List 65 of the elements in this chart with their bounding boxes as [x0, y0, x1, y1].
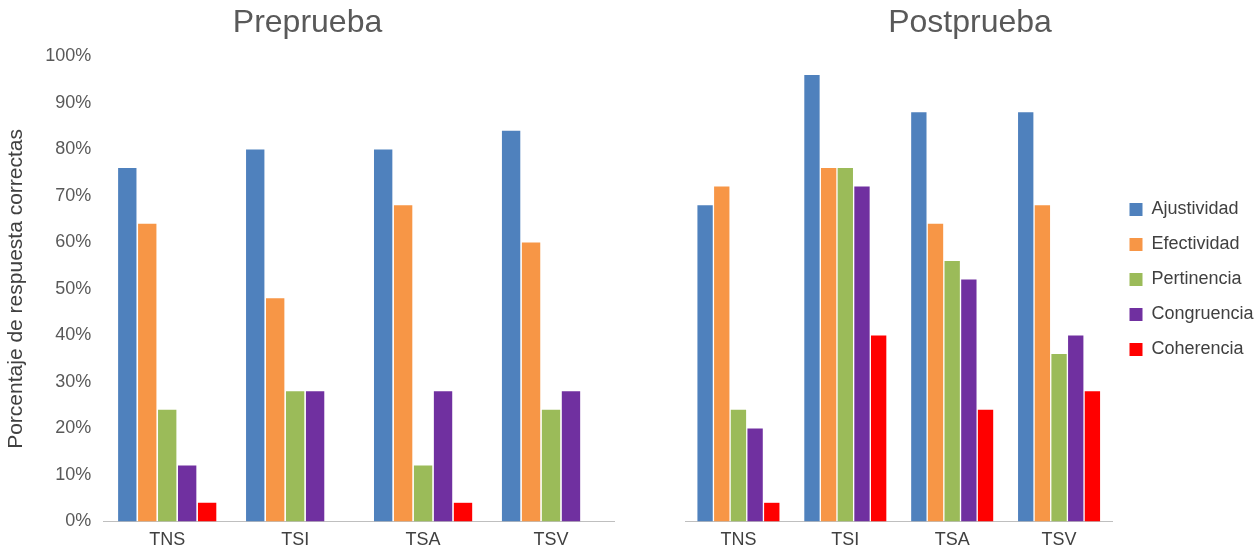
- bar: [854, 186, 870, 522]
- bar: [944, 261, 960, 522]
- x-tick-label: TSA: [405, 529, 441, 550]
- bar: [453, 502, 473, 522]
- y-axis-title: Porcentaje de respuesta correctas: [3, 128, 27, 449]
- bar: [804, 75, 820, 522]
- bar: [961, 279, 977, 522]
- bar: [521, 242, 541, 522]
- y-tick-label: 90%: [55, 91, 92, 112]
- x-tick-label: TNS: [720, 529, 757, 550]
- legend-label: Pertinencia: [1151, 268, 1243, 289]
- chart-title: Postprueba: [888, 3, 1053, 40]
- x-tick-label: TSI: [281, 529, 310, 550]
- bar: [870, 335, 887, 522]
- bar: [977, 409, 994, 522]
- x-tick-label: TSA: [934, 529, 970, 550]
- bar: [747, 428, 763, 522]
- y-tick-label: 0%: [65, 510, 92, 531]
- y-tick-label: 50%: [55, 277, 92, 298]
- y-tick-label: 60%: [55, 231, 92, 252]
- bar: [433, 391, 453, 522]
- y-tick-label: 30%: [55, 370, 92, 391]
- y-tick-label: 80%: [55, 138, 92, 159]
- bar: [1084, 391, 1101, 522]
- bar: [138, 223, 157, 522]
- bar: [820, 168, 837, 522]
- bar: [1051, 354, 1067, 522]
- bar: [501, 130, 521, 522]
- y-tick-label: 40%: [55, 324, 92, 345]
- bar: [285, 391, 305, 522]
- bar: [266, 298, 285, 522]
- bar: [837, 168, 853, 522]
- bar: [541, 409, 561, 522]
- bar: [730, 409, 747, 522]
- bar: [714, 186, 730, 522]
- bar: [1068, 335, 1084, 522]
- legend-label: Congruencia: [1151, 303, 1255, 324]
- bar: [158, 409, 177, 522]
- x-tick-label: TSV: [533, 529, 569, 550]
- x-tick-label: TSI: [831, 529, 860, 550]
- y-tick-label: 70%: [55, 184, 92, 205]
- legend-label: Ajustividad: [1151, 198, 1239, 219]
- bar: [927, 223, 944, 522]
- bar: [764, 502, 780, 522]
- bar: [1034, 205, 1051, 522]
- bar: [197, 502, 217, 522]
- x-tick-label: TNS: [149, 529, 186, 550]
- bar: [911, 112, 927, 522]
- bar: [697, 205, 713, 522]
- x-tick-label: TSV: [1041, 529, 1077, 550]
- bar: [373, 149, 393, 522]
- bar: [561, 391, 581, 522]
- bar: [305, 391, 325, 522]
- legend-label: Efectividad: [1151, 233, 1240, 254]
- legend-label: Coherencia: [1151, 338, 1245, 359]
- bar: [393, 205, 413, 522]
- bar: [177, 465, 197, 522]
- bar: [246, 149, 265, 522]
- chart-title: Preprueba: [232, 3, 383, 40]
- bar: [118, 168, 137, 522]
- bar: [413, 465, 433, 522]
- y-tick-label: 100%: [45, 45, 92, 66]
- bar: [1018, 112, 1034, 522]
- y-tick-label: 20%: [55, 417, 92, 438]
- y-tick-label: 10%: [55, 463, 92, 484]
